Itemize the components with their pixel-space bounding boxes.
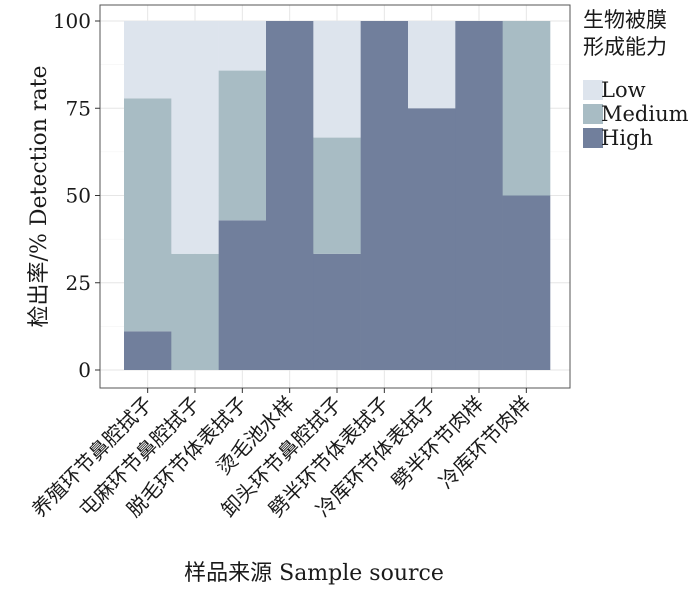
bar-high-5 (360, 21, 409, 370)
bar-high-3 (266, 21, 314, 370)
bar-high-0 (124, 331, 172, 370)
bar-low-0 (124, 21, 172, 99)
legend-label-low: Low (601, 78, 646, 102)
plot-border (99, 4, 571, 389)
bar-medium-8 (502, 21, 551, 196)
bar-medium-4 (313, 137, 361, 254)
y-axis-title: 检出率/% Detection rate (27, 66, 52, 328)
bar-medium-1 (171, 253, 219, 370)
bar-medium-0 (124, 98, 172, 332)
bars (124, 21, 551, 370)
bar-high-6 (408, 108, 456, 370)
bar-low-2 (218, 21, 267, 71)
bar-high-8 (502, 195, 551, 370)
bar-low-4 (313, 21, 361, 138)
x-axis-title: 样品来源 Sample source (184, 561, 444, 586)
bar-medium-2 (218, 70, 267, 221)
y-tick-label-0: 0 (78, 358, 91, 382)
bar-high-7 (455, 21, 503, 370)
legend-title-line-1: 生物被膜 (583, 8, 667, 32)
legend-key-medium (583, 104, 603, 124)
bar-low-6 (408, 21, 456, 109)
y-tick-label-2: 50 (66, 184, 91, 208)
y-axis: 0 25 50 75 100 (53, 9, 100, 382)
legend-label-medium: Medium (601, 102, 689, 126)
legend-key-high (583, 128, 603, 148)
y-tick-label-3: 75 (66, 96, 91, 120)
bar-low-1 (171, 21, 219, 254)
y-tick-label-1: 25 (66, 271, 91, 295)
y-tick-label-4: 100 (53, 9, 91, 33)
bar-high-2 (218, 220, 267, 370)
legend-label-high: High (601, 126, 653, 150)
legend-title-line-2: 形成能力 (583, 35, 667, 59)
bar-high-4 (313, 253, 361, 370)
legend-key-low (583, 80, 603, 100)
x-axis: 养殖环节鼻腔拭子屯麻环节鼻腔拭子脱毛环节体表拭子烫毛池水样卸头环节鼻腔拭子劈半环… (27, 388, 536, 522)
